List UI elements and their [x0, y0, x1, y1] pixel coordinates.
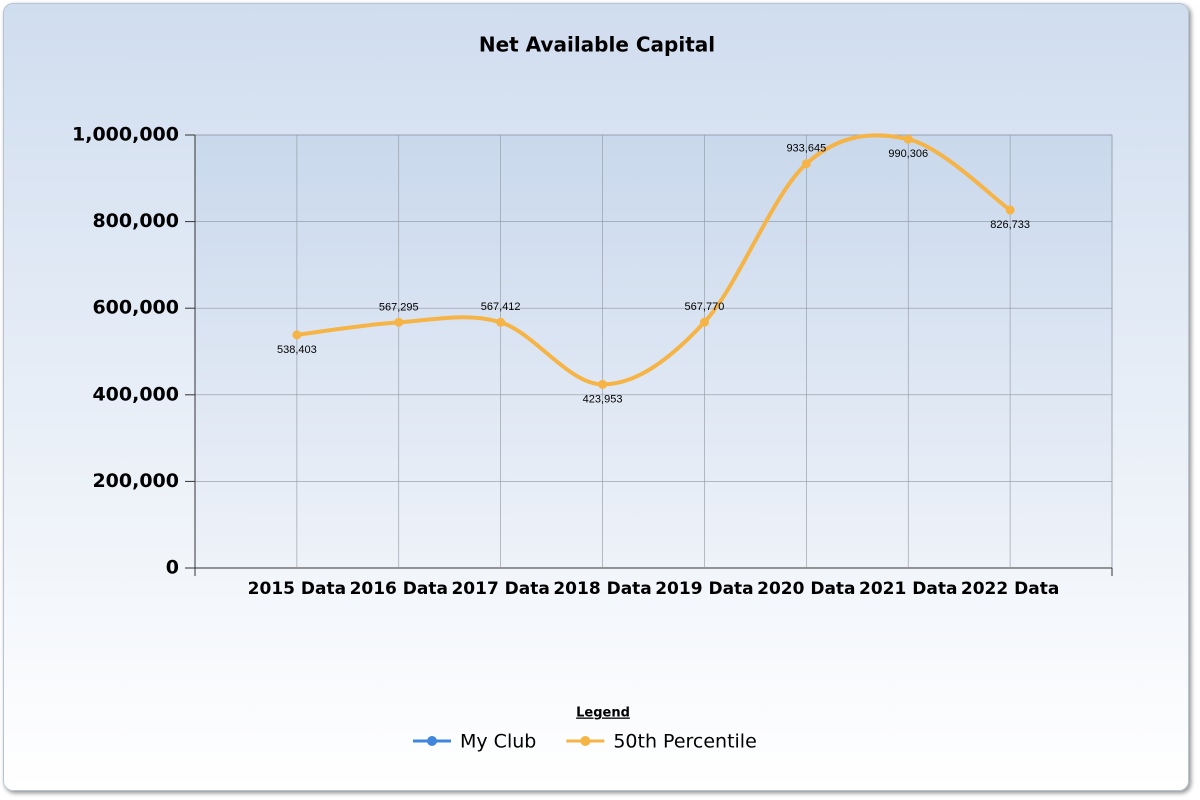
- legend-item: My Club: [413, 731, 536, 753]
- data-label: 567,770: [685, 301, 725, 313]
- data-label: 567,412: [481, 301, 521, 313]
- plot-area: [194, 134, 1113, 569]
- chart-title: Net Available Capital: [479, 33, 715, 57]
- x-tick-label: 2022 Data: [961, 579, 1059, 599]
- x-tick-label: 2016 Data: [350, 579, 448, 599]
- y-tick-label: 800,000: [92, 210, 179, 232]
- legend-label: My Club: [460, 731, 536, 753]
- y-tick-label: 0: [166, 557, 179, 579]
- data-label: 423,953: [583, 393, 623, 405]
- point: [292, 330, 302, 340]
- legend-title: Legend: [576, 706, 630, 721]
- data-label: 538,403: [277, 344, 317, 356]
- x-tick-label: 2020 Data: [757, 579, 855, 599]
- x-tick-label: 2015 Data: [248, 579, 346, 599]
- data-label: 933,645: [786, 143, 826, 155]
- data-label: 990,306: [888, 148, 928, 160]
- legend-marker: [580, 736, 591, 746]
- point: [1005, 205, 1015, 215]
- point: [598, 379, 608, 389]
- series-line: [294, 133, 1013, 387]
- point: [394, 317, 404, 327]
- y-tick-label: 1,000,000: [72, 124, 179, 146]
- y-tick-label: 400,000: [92, 383, 179, 405]
- legend-marker: [427, 736, 437, 746]
- y-tick-label: 200,000: [92, 470, 179, 492]
- data-label: 567,295: [379, 301, 419, 313]
- data-label: 826,733: [990, 219, 1030, 231]
- point: [699, 317, 709, 327]
- x-tick-label: 2017 Data: [451, 579, 549, 599]
- point: [801, 159, 811, 169]
- y-tick-label: 600,000: [92, 297, 179, 319]
- legend-item: 50th Percentile: [566, 731, 757, 753]
- x-tick-label: 2019 Data: [655, 579, 753, 599]
- point: [496, 317, 506, 327]
- x-tick-label: 2018 Data: [553, 579, 651, 599]
- legend-label: 50th Percentile: [613, 731, 756, 753]
- x-tick-label: 2021 Data: [859, 579, 957, 599]
- point: [903, 134, 913, 144]
